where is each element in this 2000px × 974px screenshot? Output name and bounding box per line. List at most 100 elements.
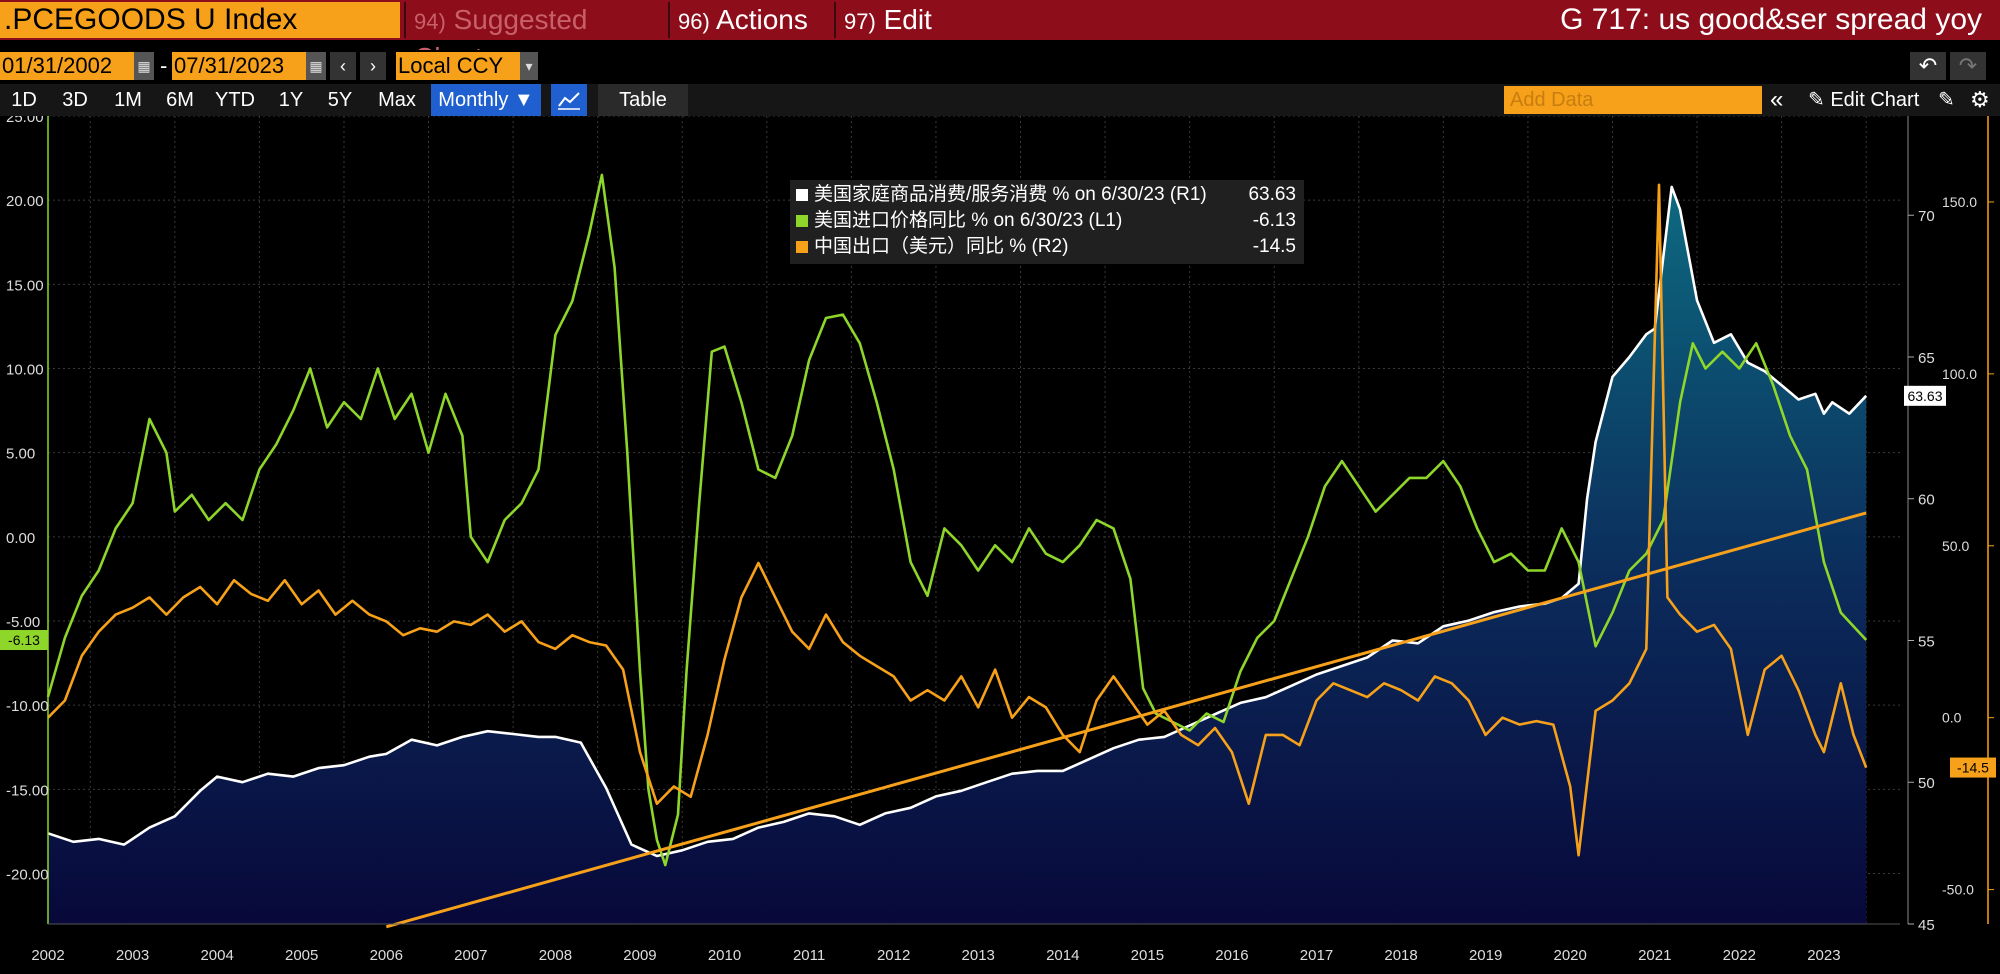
chart-title: G 717: us good&ser spread yoy <box>1560 3 1982 36</box>
area-fill <box>48 186 1867 924</box>
x-tick-label: 2002 <box>31 947 64 964</box>
range-1m[interactable]: 1M <box>114 89 142 111</box>
right1-tick-label: 50 <box>1918 775 1935 792</box>
legend-swatch <box>796 188 808 201</box>
x-tick-label: 2020 <box>1554 947 1587 964</box>
left-tick-label: 15.00 <box>6 277 44 294</box>
start-date-input[interactable]: 01/31/2002 <box>0 52 134 80</box>
add-data-input[interactable]: Add Data <box>1504 86 1762 114</box>
legend-swatch <box>796 240 808 253</box>
last-value-tag-right1-box <box>1904 385 1946 406</box>
menu-number: 96) <box>678 9 710 34</box>
calendar-icon[interactable]: ▦ <box>306 52 326 80</box>
legend-value: 63.63 <box>1248 184 1296 205</box>
gear-icon[interactable]: ⚙ <box>1970 87 1990 112</box>
range-6m[interactable]: 6M <box>166 89 194 111</box>
frequency-dropdown[interactable]: Monthly ▼ <box>431 84 541 116</box>
left-tick-label: 20.00 <box>6 193 44 210</box>
last-value-tag-right1: 63.63 <box>1904 385 1946 406</box>
annotate-icon[interactable]: ✎ <box>1938 89 1955 111</box>
right2-tick-label: -50.0 <box>1942 882 1974 898</box>
last-value-tag-left: -6.13 <box>0 630 48 651</box>
x-tick-label: 2019 <box>1469 947 1502 964</box>
ticker-input[interactable]: .PCEGOODS U Index <box>0 2 400 38</box>
right2-tick-label: 50.0 <box>1942 538 1969 554</box>
collapse-icon[interactable]: « <box>1770 86 1784 113</box>
x-tick-label: 2017 <box>1300 947 1333 964</box>
x-tick-label: 2012 <box>877 947 910 964</box>
range-5y[interactable]: 5Y <box>327 89 353 111</box>
left-tick-label: 10.00 <box>6 362 44 379</box>
legend-label: 美国进口价格同比 % on 6/30/23 (L1) <box>814 210 1123 231</box>
range-ytd[interactable]: YTD <box>215 89 255 111</box>
last-value-tag-left-text: -6.13 <box>8 632 40 648</box>
right1-tick-label: 60 <box>1918 492 1935 509</box>
right1-tick-label: 55 <box>1918 633 1935 650</box>
range-3d[interactable]: 3D <box>62 89 88 111</box>
end-date-input[interactable]: 07/31/2023 <box>172 52 306 80</box>
x-tick-label: 2009 <box>623 947 656 964</box>
x-tick-label: 2016 <box>1215 947 1248 964</box>
table-button[interactable]: Table <box>598 84 688 116</box>
x-tick-label: 2011 <box>793 947 825 964</box>
last-value-tag-right1-text: 63.63 <box>1907 388 1942 404</box>
chart-area: 25.00 20.00 15.00 10.00 5.00 0.00 -5.00 -10.00 -… <box>0 116 1996 964</box>
x-tick-label: 2021 <box>1638 947 1671 964</box>
x-tick-label: 2005 <box>285 947 318 964</box>
right1-tick-label: 45 <box>1918 917 1935 934</box>
last-value-tag-left-box <box>0 630 48 651</box>
x-tick-label: 2003 <box>116 947 149 964</box>
prev-period-button[interactable]: ‹ <box>330 52 356 80</box>
redo-icon[interactable]: ↷ <box>1950 52 1986 80</box>
range-1y[interactable]: 1Y <box>278 89 304 111</box>
left-tick-label: 5.00 <box>6 446 35 463</box>
x-tick-label: 2018 <box>1384 947 1417 964</box>
x-tick-label: 2006 <box>370 947 403 964</box>
legend-label: 美国家庭商品消费/服务消费 % on 6/30/23 (R1) <box>814 184 1207 205</box>
x-tick-label: 2014 <box>1046 947 1079 964</box>
last-value-tag-right2-text: -14.5 <box>1957 760 1989 776</box>
series-orange-line <box>47 183 1868 857</box>
x-tick-label: 2010 <box>708 947 741 964</box>
x-tick-label: 2008 <box>539 947 572 964</box>
x-tick-label: 2023 <box>1807 947 1840 964</box>
currency-dropdown-icon[interactable]: ▾ <box>520 52 538 80</box>
currency-select[interactable]: Local CCY <box>396 52 520 80</box>
actions-menu[interactable]: 96) Actions ▼ <box>668 2 830 68</box>
left-tick-label: -10.00 <box>6 698 49 715</box>
left-tick-label: 25.00 <box>6 116 44 126</box>
range-max[interactable]: Max <box>378 89 416 111</box>
line-chart-icon[interactable] <box>551 84 587 116</box>
undo-icon[interactable]: ↶ <box>1910 52 1946 80</box>
legend-value: -14.5 <box>1252 236 1296 257</box>
left-tick-label: -20.00 <box>6 867 49 884</box>
legend-label: 中国出口（美元）同比 % (R2) <box>814 236 1069 257</box>
date-separator: - <box>160 53 168 78</box>
x-tick-label: 2004 <box>200 947 233 964</box>
legend-item: 中国出口（美元）同比 % (R2) <box>796 234 1068 260</box>
range-1d[interactable]: 1D <box>11 89 37 111</box>
suggested-charts-menu[interactable]: 94) Suggested Charts <box>404 2 664 73</box>
series-white-line <box>47 185 1868 858</box>
x-tick-label: 2013 <box>962 947 995 964</box>
x-tick-label: 2022 <box>1723 947 1756 964</box>
left-tick-label: -15.00 <box>6 782 49 799</box>
x-tick-label: 2015 <box>1131 947 1164 964</box>
right1-tick-label: 65 <box>1918 350 1935 367</box>
next-period-button[interactable]: › <box>360 52 386 80</box>
legend-item: 美国进口价格同比 % on 6/30/23 (L1) <box>796 208 1122 234</box>
menu-label: Actions <box>716 4 808 35</box>
menu-number: 94) <box>414 9 446 34</box>
right1-tick-label: 70 <box>1918 208 1935 225</box>
left-tick-label: 0.00 <box>6 530 35 547</box>
edit-menu[interactable]: 97) Edit ▼ <box>834 2 954 68</box>
calendar-icon[interactable]: ▦ <box>134 52 154 80</box>
legend-item: 美国家庭商品消费/服务消费 % on 6/30/23 (R1) <box>796 182 1207 208</box>
right2-tick-label: 150.0 <box>1942 194 1977 210</box>
right2-tick-label: 100.0 <box>1942 366 1977 382</box>
menu-label: Edit <box>883 4 932 35</box>
pencil-icon: ✎ <box>1808 89 1825 111</box>
right2-tick-label: 0.0 <box>1942 710 1962 726</box>
left-tick-label: -5.00 <box>6 614 40 631</box>
edit-chart-button[interactable]: ✎ Edit Chart <box>1808 84 1919 116</box>
